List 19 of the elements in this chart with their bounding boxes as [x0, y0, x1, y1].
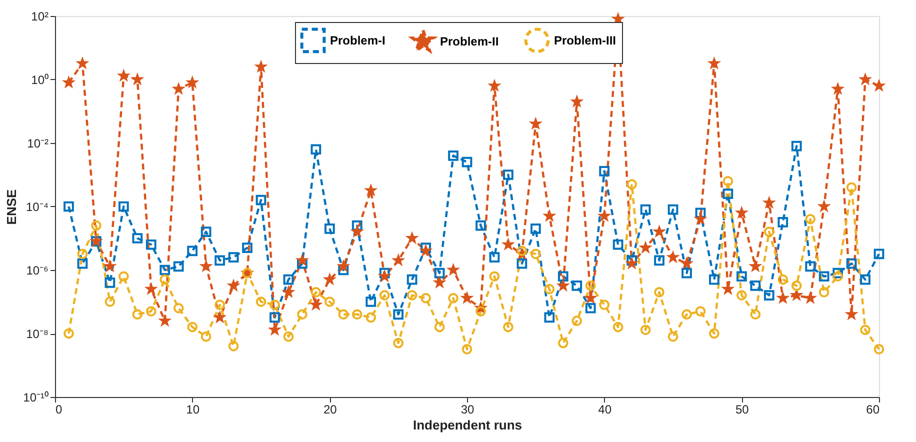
y-tick-label: 10⁻⁸ [26, 327, 48, 341]
y-tick-label: 10⁻² [27, 136, 49, 150]
x-tick-label: 0 [56, 402, 62, 416]
x-tick-label: 40 [598, 402, 612, 416]
y-tick-label: 10² [31, 10, 49, 24]
y-tick-label: 10⁻⁴ [26, 200, 48, 214]
y-tick-label: 10⁰ [31, 73, 48, 87]
x-tick-label: 60 [866, 402, 880, 416]
legend-label: Problem-III [554, 33, 616, 48]
legend-label: Problem-I [330, 33, 386, 48]
x-tick-label: 10 [186, 402, 200, 416]
y-axis-title: ENSE [4, 188, 20, 225]
x-tick-label: 50 [735, 402, 750, 416]
x-tick-label: 30 [460, 402, 474, 416]
x-axis-title: Independent runs [412, 418, 522, 432]
x-tick-label: 20 [323, 402, 338, 416]
y-tick-label: 10⁻¹⁰ [23, 390, 48, 404]
y-tick-label: 10⁻⁶ [26, 264, 49, 278]
legend-label: Problem-II [440, 34, 499, 48]
